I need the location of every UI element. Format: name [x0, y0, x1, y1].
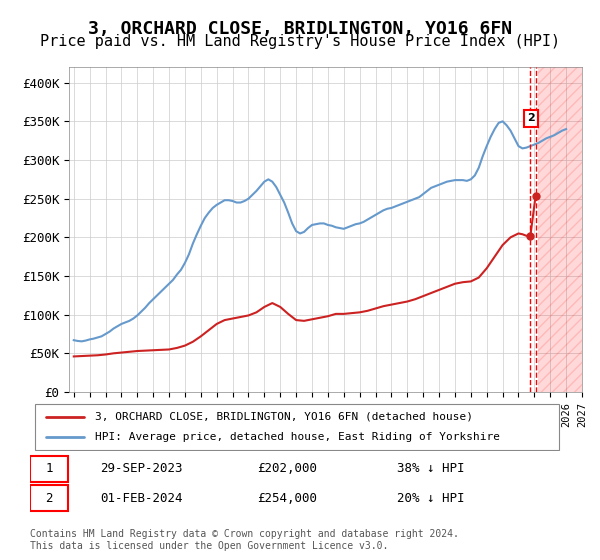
Text: 29-SEP-2023: 29-SEP-2023 — [100, 462, 182, 475]
FancyBboxPatch shape — [35, 404, 559, 450]
FancyBboxPatch shape — [30, 485, 68, 511]
Text: Price paid vs. HM Land Registry's House Price Index (HPI): Price paid vs. HM Land Registry's House … — [40, 34, 560, 49]
Text: 2: 2 — [45, 492, 53, 505]
Text: 3, ORCHARD CLOSE, BRIDLINGTON, YO16 6FN: 3, ORCHARD CLOSE, BRIDLINGTON, YO16 6FN — [88, 20, 512, 38]
Text: HPI: Average price, detached house, East Riding of Yorkshire: HPI: Average price, detached house, East… — [95, 432, 500, 442]
Text: 38% ↓ HPI: 38% ↓ HPI — [397, 462, 465, 475]
Text: £202,000: £202,000 — [257, 462, 317, 475]
Text: 2: 2 — [527, 113, 535, 123]
Text: 3, ORCHARD CLOSE, BRIDLINGTON, YO16 6FN (detached house): 3, ORCHARD CLOSE, BRIDLINGTON, YO16 6FN … — [95, 412, 473, 422]
Text: Contains HM Land Registry data © Crown copyright and database right 2024.
This d: Contains HM Land Registry data © Crown c… — [30, 529, 459, 551]
Text: 1: 1 — [45, 462, 53, 475]
Text: 20% ↓ HPI: 20% ↓ HPI — [397, 492, 465, 505]
Text: 01-FEB-2024: 01-FEB-2024 — [100, 492, 182, 505]
FancyBboxPatch shape — [30, 456, 68, 482]
Text: £254,000: £254,000 — [257, 492, 317, 505]
Bar — [538, 67, 582, 392]
